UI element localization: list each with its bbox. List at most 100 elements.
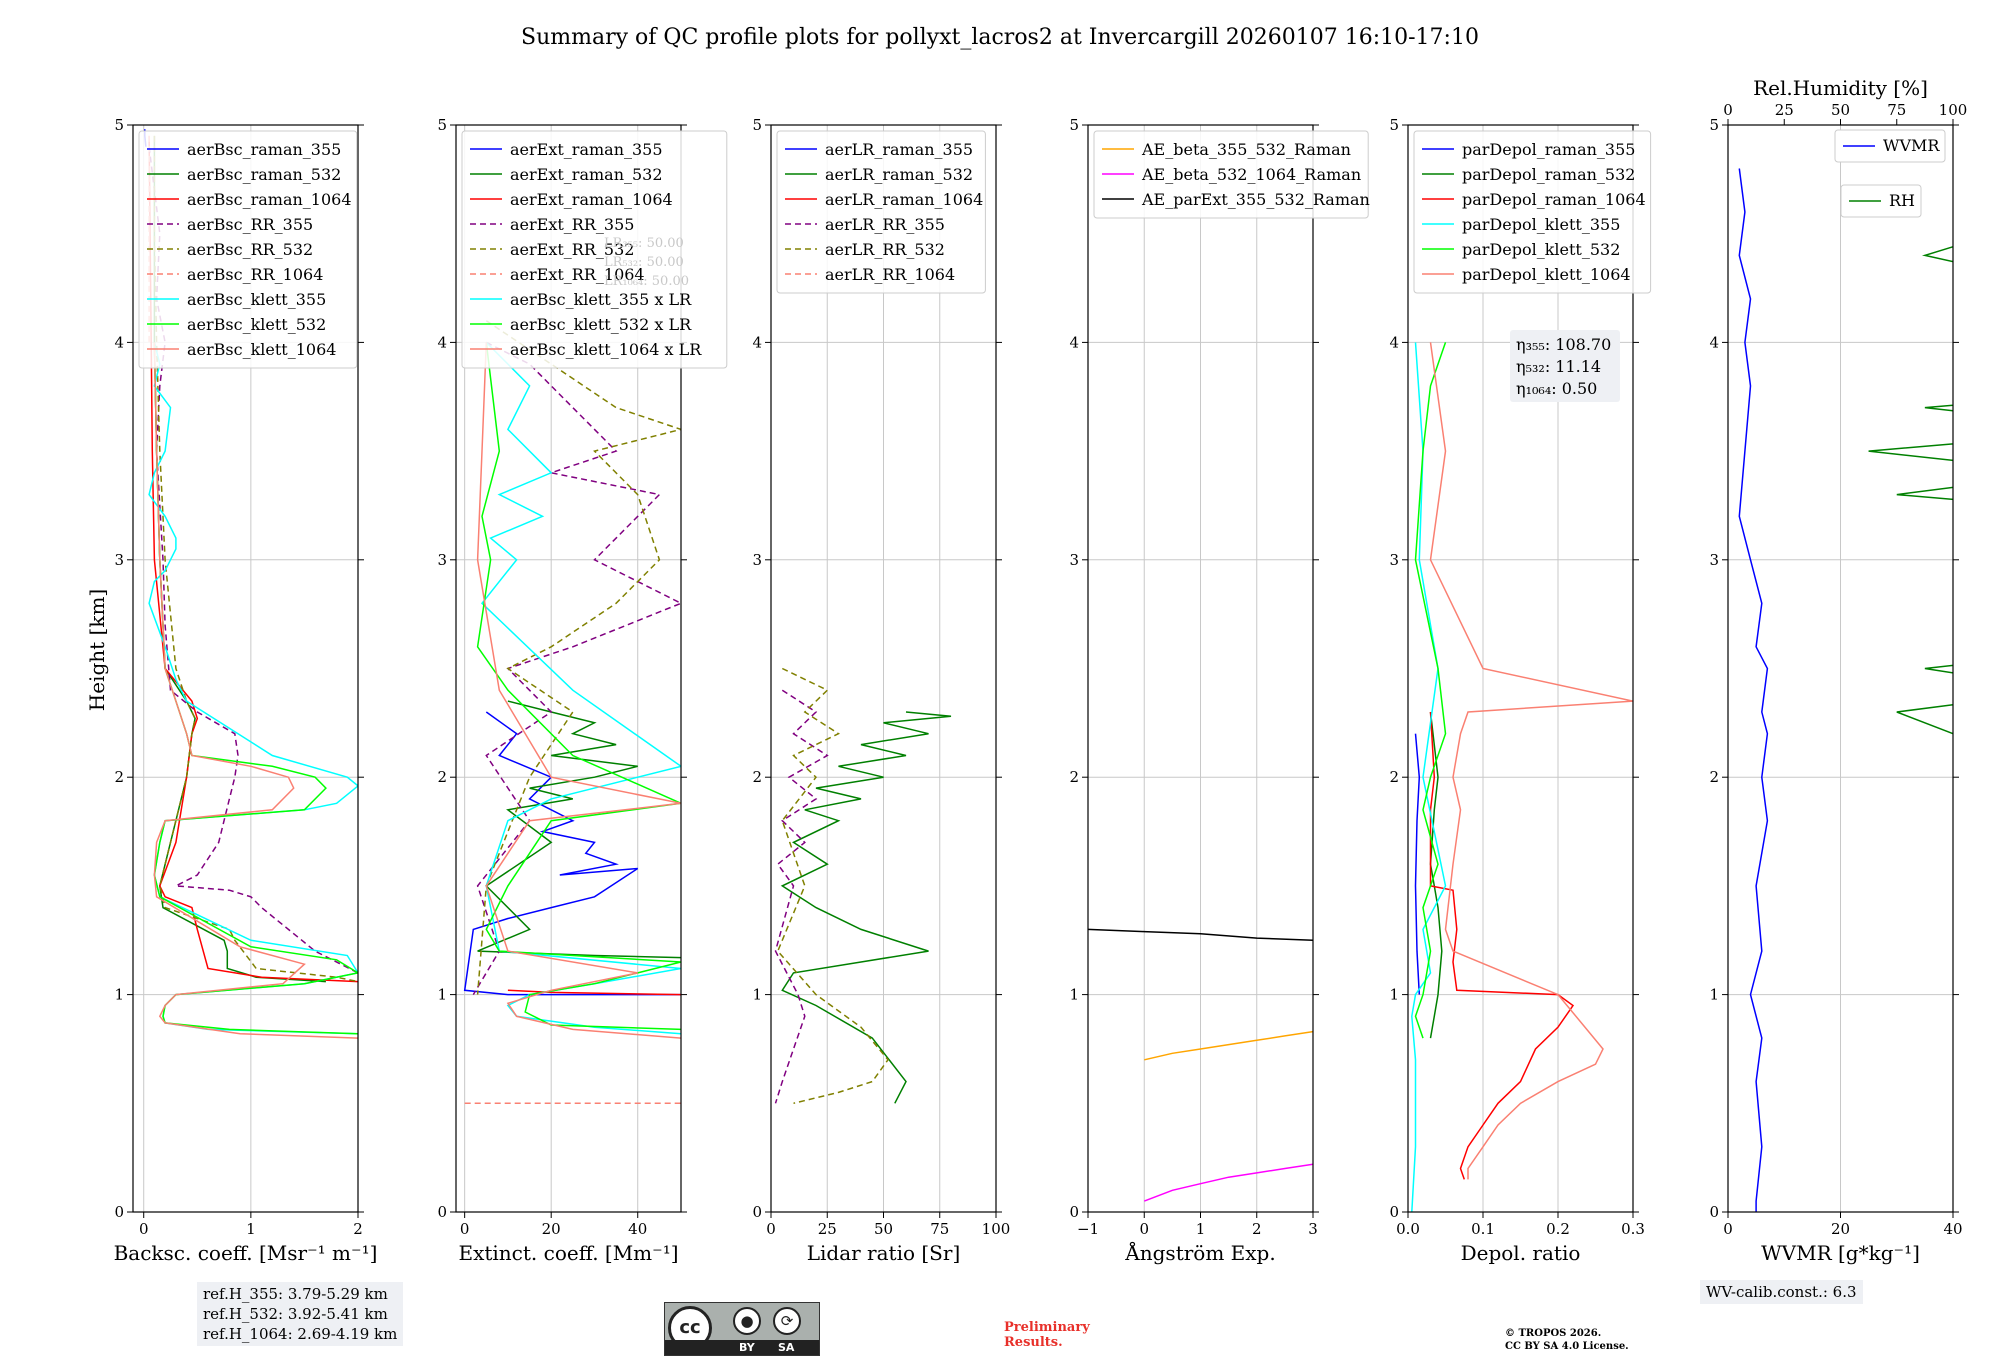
series-depol-2 (1429, 711, 1575, 1180)
axes-frame-ext (455, 124, 682, 1213)
x-tick-label-ext: 0 (460, 1220, 470, 1238)
series-ae-2 (1088, 928, 1313, 942)
legend-label-ext-1: aerExt_raman_532 (510, 165, 663, 184)
y-tick-label-depol: 3 (1389, 551, 1399, 569)
legend-label-bsc-0: aerBsc_raman_355 (187, 140, 341, 159)
y-tick-label-ext: 5 (437, 116, 447, 134)
y-tick-label-lr: 1 (752, 986, 762, 1004)
series-depol-0 (1414, 733, 1421, 995)
series-depol-5 (1429, 342, 1633, 1180)
legend-label-ext-6: aerBsc_klett_355 x LR (510, 290, 692, 309)
y-tick-label-lr: 2 (752, 768, 762, 786)
wv-calibration-box: WV-calib.const.: 6.3 (1700, 1280, 1863, 1304)
legend-label-bsc-1: aerBsc_raman_532 (187, 165, 341, 184)
top-tick-label-wv: 25 (1775, 101, 1794, 119)
x-axis-label-ae: Ångström Exp. (1124, 1240, 1275, 1265)
legend-label-bsc-3: aerBsc_RR_355 (187, 215, 313, 234)
y-tick-label-bsc: 3 (114, 551, 124, 569)
series-group-ext (463, 320, 681, 1105)
y-tick-label-bsc: 0 (114, 1203, 124, 1221)
legend-box-lr (776, 130, 986, 294)
legend-label-ae-0: AE_beta_355_532_Raman (1141, 140, 1351, 159)
legend-label-depol-3: parDepol_klett_355 (1462, 215, 1620, 234)
legend-bsc: aerBsc_raman_355 aerBsc_raman_532 aerBsc_r… (138, 130, 358, 369)
copyright-line-2: CC BY SA 4.0 License. (1505, 1341, 1629, 1352)
legend-label-depol-1: parDepol_raman_532 (1462, 165, 1635, 184)
preliminary-line-1: Preliminary (1004, 1320, 1090, 1335)
series-lr-3 (774, 689, 829, 1104)
legend-label-depol-5: parDepol_klett_1064 (1462, 265, 1631, 284)
y-tick-label-lr: 4 (752, 333, 762, 351)
y-tick-label-ae: 0 (1069, 1203, 1079, 1221)
cc-by-sa-license-badge: cc ● ⟳ BY SA (664, 1302, 820, 1356)
legend-label-depol-2: parDepol_raman_1064 (1462, 190, 1646, 209)
wv-calib-constant: WV-calib.const.: 6.3 (1706, 1283, 1857, 1301)
y-tick-label-wv: 4 (1709, 333, 1719, 351)
series-ext-8 (476, 342, 681, 1039)
preliminary-line-2: Results. (1004, 1335, 1063, 1350)
person-icon: ● (733, 1307, 761, 1335)
hidden-lr-annotation-2: LR₁₀₆₄: 50.00 (604, 274, 689, 289)
legend-label-ext-3: aerExt_RR_355 (510, 215, 634, 234)
y-tick-label-lr: 5 (752, 116, 762, 134)
x-tick-label-wv: 20 (1831, 1220, 1850, 1238)
series-bsc-3 (148, 146, 358, 974)
legend-label-depol-0: parDepol_raman_355 (1462, 140, 1635, 159)
top-tick-label-wv: 100 (1939, 101, 1968, 119)
license-badge-bar (665, 1340, 819, 1355)
legend-box-bsc (138, 130, 358, 369)
legend-label-ae-2: AE_parExt_355_532_Raman (1141, 190, 1370, 209)
series-ext-1 (477, 700, 681, 959)
y-tick-label-ext: 3 (437, 551, 447, 569)
y-tick-label-ext: 0 (437, 1203, 447, 1221)
x-tick-label-wv: 40 (1943, 1220, 1962, 1238)
grid-wv (1727, 124, 1954, 1213)
legend-label-lr-0: aerLR_raman_355 (825, 140, 973, 159)
y-tick-label-wv: 1 (1709, 986, 1719, 1004)
panel-wv: 0 20 40 0 1 2 3 4 5 WVMR [g*kg⁻¹] 0 25 50 75 100 Rel.Hu… (1709, 76, 1968, 1265)
legend-box-depol (1413, 130, 1652, 294)
series-ext-6 (480, 341, 681, 1035)
legend-ext: aerExt_raman_355 aerExt_raman_532 aerExt_r… (461, 130, 728, 369)
top-tick-label-wv: 75 (1887, 101, 1906, 119)
legend-label-ext-7: aerBsc_klett_532 x LR (510, 315, 692, 334)
legend-ae: AE_beta_355_532_Raman AE_beta_532_1064_Ra… (1093, 130, 1370, 219)
legend-label-ext-8: aerBsc_klett_1064 x LR (510, 340, 702, 359)
y-tick-label-wv: 2 (1709, 768, 1719, 786)
y-tick-label-ext: 1 (437, 986, 447, 1004)
legend-label-lr-5: aerLR_RR_1064 (825, 265, 955, 284)
x-axis-label-wv: WVMR [g*kg⁻¹] (1761, 1241, 1920, 1265)
eta-annotation-2: η₁₀₆₄: 0.50 (1516, 379, 1597, 398)
legend-lr: aerLR_raman_355 aerLR_raman_532 aerLR_rama… (776, 130, 986, 294)
panel-depol: 0.0 0.1 0.2 0.3 0 1 2 3 4 5 Depol. ratio parDepol_r… (1389, 116, 1652, 1265)
y-tick-label-depol: 4 (1389, 333, 1399, 351)
series-ae-0 (1144, 1030, 1313, 1061)
ref-height-355: ref.H_355: 3.79-5.29 km (203, 1285, 388, 1303)
y-tick-label-bsc: 1 (114, 986, 124, 1004)
x-tick-label-ae: 3 (1308, 1220, 1318, 1238)
y-tick-label-wv: 3 (1709, 551, 1719, 569)
x-tick-label-ext: 20 (542, 1220, 561, 1238)
series-bsc-7 (153, 342, 358, 1035)
series-ae-1 (1144, 1163, 1313, 1202)
series-ext-2 (507, 989, 681, 996)
y-tick-label-lr: 3 (752, 551, 762, 569)
series-group-ae (1088, 928, 1313, 1202)
x-axis-label-depol: Depol. ratio (1461, 1241, 1581, 1265)
panel-bsc: 0 1 2 0 1 2 3 4 5 Backsc. coeff. [Msr⁻¹ m⁻¹] aerBs… (114, 116, 378, 1265)
series-ext-4 (476, 320, 681, 995)
x-tick-label-wv: 0 (1723, 1220, 1733, 1238)
hidden-lr-annotation-0: LR₃₅₅: 50.00 (604, 236, 684, 251)
legend-label-depol-4: parDepol_klett_532 (1462, 240, 1620, 259)
y-tick-label-depol: 2 (1389, 768, 1399, 786)
by-label: BY (739, 1341, 755, 1354)
legend-label-bsc-4: aerBsc_RR_532 (187, 240, 313, 259)
y-tick-label-wv: 0 (1709, 1203, 1719, 1221)
legend-label-lr-4: aerLR_RR_532 (825, 240, 945, 259)
series-bsc-8 (153, 342, 358, 1039)
y-tick-label-bsc: 5 (114, 116, 124, 134)
y-tick-label-ext: 2 (437, 768, 447, 786)
series-ext-7 (476, 342, 681, 1031)
x-tick-label-lr: 100 (982, 1220, 1011, 1238)
